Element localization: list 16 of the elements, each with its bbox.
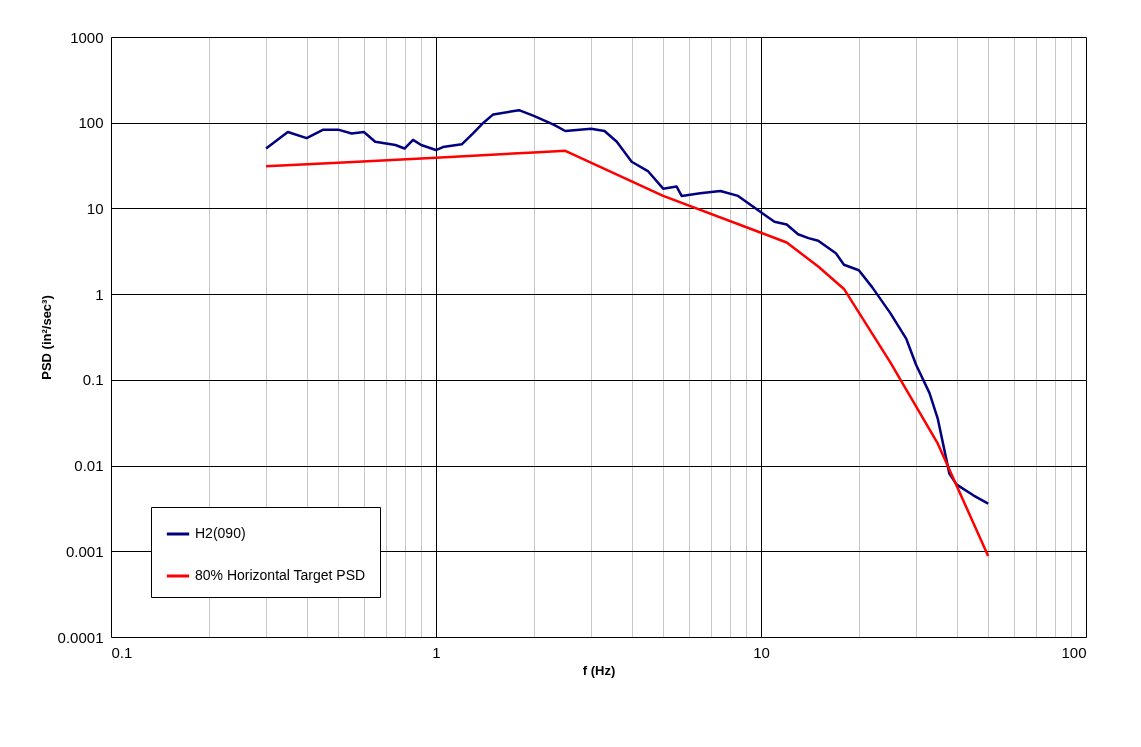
legend-label: H2(090) <box>195 525 246 541</box>
x-tick-label: 1 <box>432 643 441 661</box>
y-tick-label: 0.01 <box>74 457 104 475</box>
x-tick-label: 10 <box>753 643 770 661</box>
y-tick-label: 1000 <box>70 28 104 46</box>
x-tick-label: 0.1 <box>111 643 133 661</box>
x-axis-title: f (Hz) <box>582 662 616 678</box>
y-axis-title: PSD (in²/sec³) <box>38 295 54 380</box>
legend-label: 80% Horizontal Target PSD <box>195 567 366 583</box>
y-tick-label: 0.001 <box>65 542 104 560</box>
y-tick-label: 1 <box>95 285 104 303</box>
y-tick-label: 0.0001 <box>57 628 104 646</box>
x-tick-label: 100 <box>1061 643 1087 661</box>
y-tick-label: 100 <box>78 114 104 132</box>
y-tick-label: 10 <box>86 199 104 217</box>
y-tick-label: 0.1 <box>82 371 104 389</box>
